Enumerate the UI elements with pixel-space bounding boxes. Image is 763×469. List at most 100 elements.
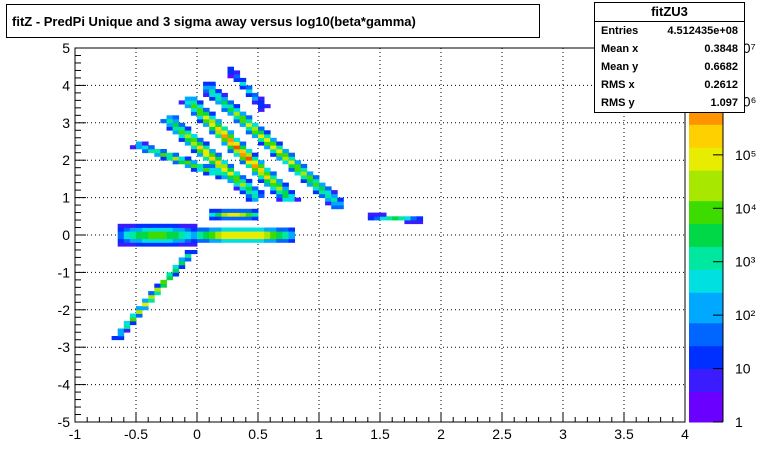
heatmap-cell: [190, 149, 198, 154]
heatmap-cell: [264, 171, 271, 176]
colorbar-segment: [689, 154, 723, 163]
heatmap-cell: [227, 227, 234, 232]
heatmap-cell: [227, 70, 234, 75]
y-tick-label: -4: [58, 377, 71, 393]
heatmap-cell: [148, 149, 155, 154]
heatmap-cell: [215, 92, 222, 97]
colorbar-segment: [689, 261, 723, 270]
heatmap-cell: [264, 227, 271, 232]
colorbar-segment: [689, 193, 723, 202]
heatmap-cell: [227, 100, 234, 105]
heatmap-cell: [154, 242, 161, 247]
heatmap-cell: [319, 186, 326, 191]
heatmap-cell: [166, 156, 173, 161]
colorbar-segment: [689, 284, 723, 293]
heatmap-cell: [270, 238, 277, 243]
heatmap-cell: [258, 178, 265, 183]
heatmap-cell: [221, 160, 228, 165]
heatmap-cell: [288, 152, 295, 157]
heatmap-cell: [142, 149, 149, 154]
heatmap-cell: [227, 104, 234, 109]
stats-row-mean-y: Mean y 0.6682: [595, 58, 744, 76]
heatmap-cell: [300, 171, 308, 176]
heatmap-cell: [258, 104, 265, 109]
colorbar-segment: [689, 406, 723, 415]
heatmap-cell: [288, 227, 295, 232]
heatmap-cell: [172, 122, 180, 127]
heatmap-cell: [160, 149, 167, 154]
heatmap-cell: [203, 107, 210, 112]
heatmap-cell: [233, 186, 241, 191]
heatmap-cell: [203, 85, 210, 90]
heatmap-cell: [160, 223, 167, 228]
heatmap-cell: [258, 163, 265, 168]
heatmap-cell: [270, 178, 277, 183]
heatmap-cell: [294, 160, 302, 165]
heatmap-cell: [270, 231, 277, 236]
y-tick-label: -2: [58, 302, 71, 318]
heatmap-cell: [258, 141, 265, 146]
heatmap-cell: [404, 216, 411, 221]
heatmap-cell: [270, 182, 277, 187]
heatmap-cell: [233, 111, 241, 116]
heatmap-cell: [197, 167, 204, 172]
heatmap-cell: [227, 137, 234, 142]
heatmap-cell: [209, 163, 216, 168]
heatmap-cell: [197, 119, 204, 124]
heatmap-cell: [172, 264, 180, 269]
heatmap-cell: [221, 104, 228, 109]
heatmap-cell: [142, 306, 149, 311]
heatmap-cell: [282, 152, 289, 157]
heatmap-cell: [251, 227, 259, 232]
heatmap-cell: [184, 134, 192, 139]
heatmap-cell: [197, 231, 204, 236]
heatmap-cell: [203, 89, 210, 94]
heatmap-cell: [258, 126, 265, 131]
heatmap-cell: [258, 193, 265, 198]
heatmap-cell: [294, 163, 302, 168]
heatmap-cell: [215, 96, 222, 101]
heatmap-cell: [251, 156, 259, 161]
colorbar-segment: [689, 231, 723, 240]
heatmap-cell: [312, 190, 320, 195]
chart-title: fitZ - PredPi Unique and 3 sigma away ve…: [6, 4, 540, 38]
heatmap-cell: [221, 92, 228, 97]
heatmap-cell: [264, 141, 271, 146]
heatmap-cell: [227, 141, 234, 146]
heatmap-cell: [215, 152, 222, 157]
heatmap-cell: [203, 119, 210, 124]
heatmap-cell: [227, 175, 234, 180]
heatmap-cell: [227, 235, 234, 240]
heatmap-cell: [251, 193, 259, 198]
heatmap-cell: [282, 190, 289, 195]
heatmap-cell: [221, 130, 228, 135]
heatmap-cell: [154, 291, 161, 296]
heatmap-cell: [276, 197, 283, 202]
colorbar-segment: [689, 414, 723, 423]
heatmap-cell: [264, 235, 271, 240]
heatmap-cell: [184, 253, 192, 258]
heatmap-cell: [160, 152, 167, 157]
heatmap-cell: [166, 272, 173, 277]
heatmap-cell: [197, 104, 204, 109]
heatmap-cell: [148, 227, 155, 232]
heatmap-cell: [245, 231, 253, 236]
heatmap-cell: [209, 130, 216, 135]
heatmap-cell: [239, 119, 247, 124]
heatmap-cell: [172, 268, 180, 273]
heatmap-cell: [129, 321, 137, 326]
heatmap-cell: [239, 235, 247, 240]
heatmap-cell: [251, 171, 259, 176]
heatmap-cell: [221, 227, 228, 232]
heatmap-cell: [215, 167, 222, 172]
heatmap-cell: [190, 235, 198, 240]
heatmap-cell: [227, 111, 234, 116]
heatmap-cell: [190, 111, 198, 116]
heatmap-cell: [239, 216, 247, 221]
heatmap-cell: [416, 216, 424, 221]
heatmap-cell: [178, 242, 186, 247]
heatmap-cell: [233, 119, 241, 124]
heatmap-cell: [190, 223, 198, 228]
heatmap-cell: [233, 182, 241, 187]
heatmap-cell: [221, 235, 228, 240]
